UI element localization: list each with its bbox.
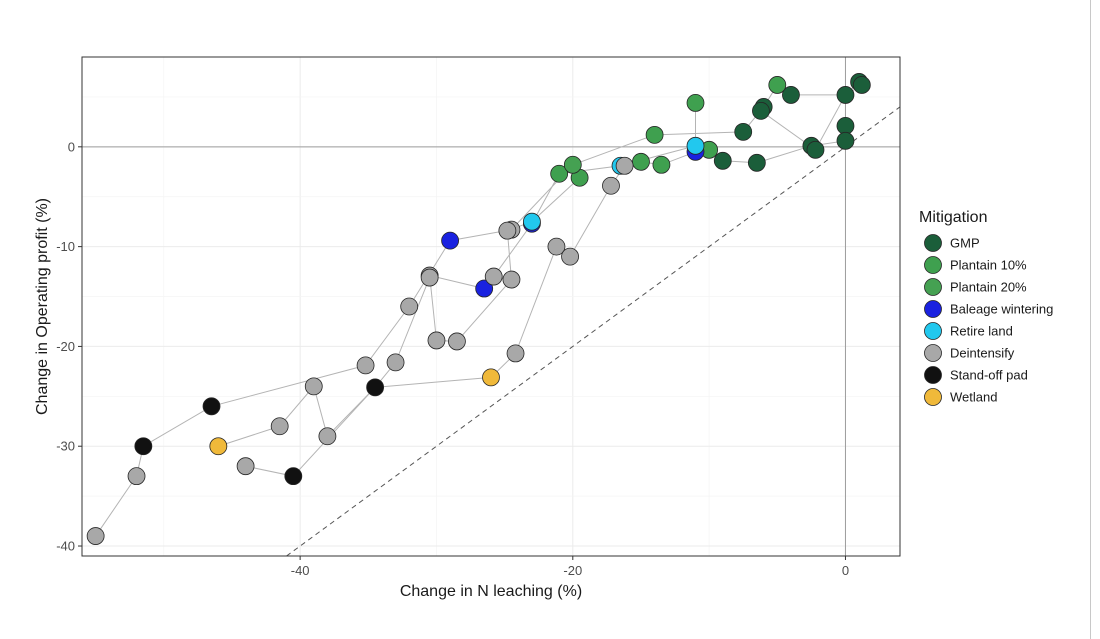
one-to-one-dashed-line [286,106,901,557]
legend-label-retire-land: Retire land [950,324,1013,339]
legend-key-stand-off-pad [924,366,942,384]
connector-line [760,84,863,151]
legend-title: Mitigation [919,209,987,226]
legend-label-plantain-20: Plantain 20% [950,280,1027,295]
point-gmp [734,122,753,141]
y-axis-ticks: -40 -30 -20 -10 0 [56,139,82,554]
y-tick-label: -30 [56,439,75,454]
legend-label-wetland: Wetland [950,390,997,405]
point-plantain-10 [768,76,787,94]
y-tick-label: -20 [56,339,75,354]
plot-area [81,56,901,557]
reference-lines [82,57,901,557]
point-plantain-10 [550,164,569,183]
point-stand-off-pad [202,397,221,416]
point-gmp [747,153,766,172]
point-gmp [806,140,825,159]
point-deintensify [356,356,375,375]
point-gmp [752,101,770,120]
y-tick-label: -10 [56,239,75,254]
point-stand-off-pad [134,437,153,456]
connector-lines [95,81,863,537]
legend-key-plantain-10 [924,256,942,274]
point-deintensify [86,527,105,545]
x-tick-label: -40 [291,563,310,578]
point-baleage-wintering [475,279,494,298]
x-axis-title: Change in N leaching (%) [400,583,582,600]
legend-label-deintensify: Deintensify [950,346,1015,361]
legend-label-plantain-10: Plantain 10% [950,258,1027,273]
connector-line [95,81,860,537]
legend-label-stand-off-pad: Stand-off pad [950,368,1028,383]
point-deintensify [270,417,289,436]
point-gmp [836,131,855,150]
point-deintensify [547,237,566,256]
point-wetland [209,437,228,456]
point-gmp [713,151,732,170]
point-deintensify [400,297,419,316]
legend-key-baleage-wintering [924,300,942,318]
y-axis-title: Change in Operating profit (%) [34,198,51,415]
point-deintensify [427,331,446,350]
x-tick-label: 0 [842,563,849,578]
point-plantain-10 [652,155,671,174]
point-deintensify [318,427,337,446]
legend: Mitigation GMP Plantain 10% Plantain 20% Ba… [919,209,1053,406]
y-tick-label: -40 [56,539,75,554]
point-retire-land [686,136,705,155]
legend-label-gmp: GMP [950,236,980,251]
point-plantain-10 [645,125,664,144]
legend-label-baleage-wintering: Baleage wintering [950,302,1053,317]
point-deintensify [561,247,579,266]
x-tick-label: -20 [563,563,582,578]
point-deintensify [602,176,620,195]
point-plantain-20 [563,155,582,174]
point-baleage-wintering [441,231,460,250]
point-deintensify [386,353,405,372]
page-divider [1090,0,1091,639]
point-deintensify [506,344,525,363]
point-stand-off-pad [284,467,303,486]
legend-key-plantain-20 [924,278,942,296]
connector-line [218,125,846,447]
legend-key-gmp [924,234,942,252]
y-tick-label: 0 [68,139,75,154]
point-plantain-10 [686,94,705,112]
point-deintensify [127,467,146,486]
panel-border [81,56,901,557]
data-points [86,73,871,545]
point-plantain-10 [632,152,650,171]
point-deintensify [615,156,634,175]
point-deintensify [484,267,503,286]
point-gmp [852,76,871,94]
gridlines [82,57,900,556]
point-retire-land [523,212,541,231]
legend-key-deintensify [924,344,942,362]
point-wetland [482,368,500,387]
point-stand-off-pad [366,378,385,397]
point-deintensify [304,377,323,396]
point-gmp [836,116,855,135]
point-gmp [782,86,800,104]
point-deintensify [502,270,521,289]
point-deintensify [498,221,517,240]
x-axis-ticks: -40 -20 0 [291,556,849,578]
legend-key-retire-land [924,322,942,340]
point-gmp [836,86,855,104]
legend-key-wetland [924,388,942,406]
point-deintensify [236,457,255,476]
point-deintensify [448,332,466,351]
point-deintensify [420,268,439,287]
